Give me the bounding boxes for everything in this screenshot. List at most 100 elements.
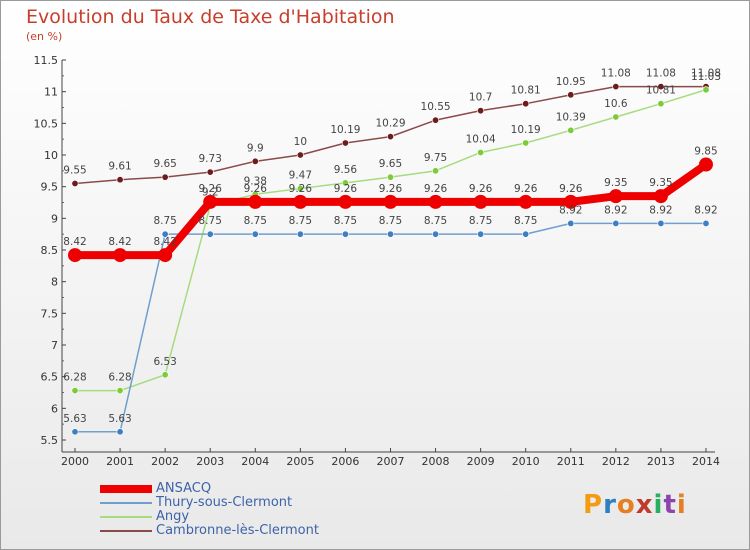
series-lines [68, 83, 713, 436]
data-label: 9.56 [334, 164, 358, 176]
data-label: 10.19 [511, 124, 541, 136]
legend-label: Cambronne-lès-Clermont [156, 523, 319, 538]
legend-swatch [100, 502, 152, 504]
logo-letter: i [653, 490, 664, 520]
y-tick-label: 6.5 [41, 371, 59, 384]
logo-letter: t [663, 490, 677, 520]
data-point [477, 148, 485, 156]
data-label: 9.61 [108, 161, 131, 173]
data-point [296, 151, 304, 159]
data-label: 9.2 [202, 187, 219, 199]
data-point [296, 185, 304, 193]
data-point [341, 139, 349, 147]
x-tick-label: 2008 [422, 455, 450, 468]
data-point [657, 83, 665, 91]
y-tick-label: 8.5 [41, 244, 59, 257]
proxiti-logo: Proxiti [583, 490, 687, 520]
data-point [477, 107, 485, 115]
legend-label: ANSACQ [156, 481, 212, 496]
legend-swatch [100, 530, 152, 532]
data-point [206, 230, 214, 238]
chart-subtitle: (en %) [26, 30, 63, 43]
y-tick-label: 9 [51, 212, 58, 225]
data-point [113, 248, 128, 263]
data-label: 9.26 [559, 183, 583, 195]
data-point [563, 194, 578, 209]
x-tick-label: 2006 [331, 455, 359, 468]
data-point [612, 113, 620, 121]
data-point [522, 230, 530, 238]
axes: 5.5 6 6.5 7 7.5 8 8.5 9 9.5 10 10.5 11 11.5 2000 2001 2… [34, 54, 720, 468]
data-label: 8.92 [649, 204, 672, 216]
data-point [386, 230, 394, 238]
x-tick-label: 2005 [286, 455, 314, 468]
logo-letter: x [635, 490, 654, 520]
legend-swatch [100, 516, 152, 518]
y-tick-label: 7.5 [41, 307, 59, 320]
data-point [612, 83, 620, 91]
data-label: 8.75 [379, 215, 402, 227]
data-point [698, 157, 713, 172]
data-label: 6.53 [153, 356, 176, 368]
data-point [71, 428, 79, 436]
data-point [338, 194, 353, 209]
legend-item: ANSACQ [100, 481, 360, 496]
data-point [116, 387, 124, 395]
data-point [251, 157, 259, 165]
data-label: 8.75 [289, 215, 312, 227]
data-label: 11.03 [691, 71, 721, 83]
data-point [341, 230, 349, 238]
legend-label: Thury-sous-Clermont [156, 495, 293, 510]
data-label: 8.75 [424, 215, 447, 227]
data-point [608, 189, 623, 204]
logo-letter: i [676, 490, 687, 520]
data-point [251, 230, 259, 238]
x-tick-label: 2002 [151, 455, 179, 468]
data-point [68, 248, 82, 263]
data-label: 10.6 [604, 98, 628, 110]
x-tick-label: 2004 [241, 455, 269, 468]
x-tick-label: 2010 [512, 455, 540, 468]
data-label: 9.26 [469, 183, 493, 195]
data-label: 9.26 [199, 183, 223, 195]
logo-letter: o [616, 490, 636, 520]
data-point [386, 173, 394, 181]
data-label: 9.26 [289, 183, 313, 195]
data-point [161, 371, 169, 379]
legend-item: Thury-sous-Clermont [100, 495, 360, 510]
data-point [296, 230, 304, 238]
data-point [653, 189, 668, 204]
data-point [657, 100, 665, 108]
legend-swatch [100, 485, 152, 493]
data-point [248, 194, 263, 209]
data-label: 9.26 [334, 183, 358, 195]
data-label: 6.28 [108, 372, 131, 384]
data-label: 8.92 [559, 204, 582, 216]
y-tick-label: 8 [51, 276, 58, 289]
data-label: 9.65 [379, 158, 402, 170]
y-tick-label: 5.5 [41, 434, 59, 447]
data-label: 9.26 [379, 183, 403, 195]
data-label: 8.42 [108, 236, 131, 248]
data-point [702, 86, 710, 94]
logo-letter: r [603, 490, 617, 520]
data-label: 8.75 [244, 215, 267, 227]
data-label: 5.63 [63, 413, 86, 425]
data-label: 10 [294, 136, 307, 148]
x-tick-label: 2012 [602, 455, 630, 468]
y-tick-label: 10 [44, 149, 58, 162]
data-point [203, 194, 218, 209]
x-tick-label: 2013 [647, 455, 675, 468]
data-label: 9.26 [424, 183, 448, 195]
data-label: 8.75 [199, 215, 222, 227]
data-label: 9.35 [649, 177, 672, 189]
legend-label: Angy [156, 509, 190, 524]
data-label: 10.39 [556, 111, 586, 123]
logo-letter: P [583, 490, 604, 520]
data-point [383, 194, 398, 209]
data-point [657, 219, 665, 227]
x-tick-label: 2007 [376, 455, 404, 468]
data-point [477, 230, 485, 238]
x-tick-label: 2003 [196, 455, 224, 468]
data-label: 10.55 [421, 101, 451, 113]
